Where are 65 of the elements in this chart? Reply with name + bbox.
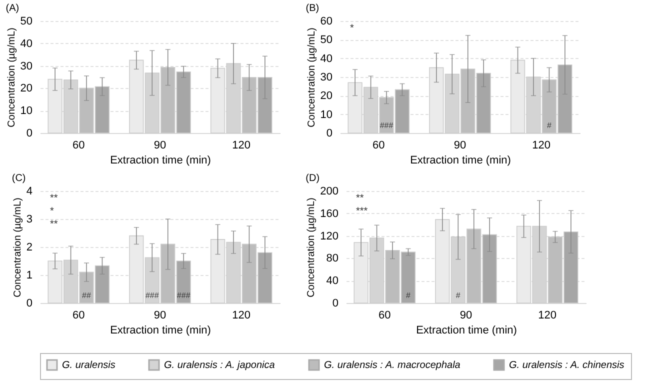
y-tick-label: 50 — [20, 16, 32, 28]
chart-title: (B) — [306, 3, 320, 14]
x-tick-label: 90 — [154, 140, 166, 152]
y-axis-title: Concentration (µg/mL) — [306, 198, 318, 298]
x-tick-label: 120 — [232, 310, 251, 322]
chart-title: (A) — [6, 3, 20, 14]
x-tick-label: 60 — [72, 310, 85, 322]
x-tick-label: 120 — [232, 140, 251, 152]
annotation: * — [50, 206, 54, 217]
annotation: ** — [50, 193, 58, 204]
y-tick-label: 0 — [26, 298, 32, 310]
data-label: # — [406, 291, 412, 300]
x-tick-label: 90 — [460, 310, 472, 322]
y-tick-label: 60 — [320, 16, 332, 28]
x-tick-label: 60 — [378, 310, 391, 322]
y-tick-label: 80 — [326, 252, 338, 265]
y-tick-label: 50 — [320, 34, 332, 46]
y-tick-label: 4 — [26, 186, 32, 198]
annotation: ** — [50, 219, 58, 230]
x-axis-title: Extraction time (min) — [110, 154, 211, 166]
annotation: *** — [356, 206, 368, 217]
x-axis-title: Extraction time (min) — [410, 154, 511, 166]
legend-label: G. uralensis : A. chinensis — [509, 360, 624, 371]
y-tick-label: 40 — [326, 275, 338, 288]
y-tick-label: 2 — [26, 242, 32, 254]
y-tick-label: 120 — [320, 230, 338, 242]
y-tick-label: 0 — [326, 128, 332, 140]
y-axis-title: Concentration (µg/mL) — [12, 198, 24, 298]
annotation: * — [350, 23, 354, 34]
data-label: ## — [82, 291, 92, 300]
annotation: ** — [356, 193, 364, 204]
x-tick-label: 120 — [532, 140, 551, 152]
x-axis-title: Extraction time (min) — [416, 324, 517, 336]
y-tick-label: 0 — [26, 128, 32, 140]
legend-label: G. uralensis : A. japonica — [164, 360, 276, 371]
y-tick-label: 30 — [320, 72, 332, 84]
y-tick-label: 3 — [26, 214, 32, 226]
y-tick-label: 1 — [26, 270, 32, 282]
x-axis-title: Extraction time (min) — [110, 324, 211, 336]
y-tick-label: 10 — [20, 105, 32, 118]
y-tick-label: 0 — [332, 298, 338, 310]
data-label: # — [546, 121, 552, 130]
chart-title: (D) — [306, 173, 320, 184]
data-label: ### — [176, 291, 191, 300]
y-tick-label: 10 — [320, 108, 332, 121]
y-axis-title: Concentration (µg/mL) — [306, 28, 318, 128]
y-tick-label: 200 — [320, 186, 338, 198]
data-label: ### — [145, 291, 160, 300]
y-tick-label: 20 — [20, 82, 32, 95]
x-tick-label: 60 — [372, 140, 385, 152]
y-tick-label: 160 — [320, 208, 338, 220]
y-tick-label: 40 — [20, 38, 32, 50]
x-tick-label: 120 — [538, 310, 557, 322]
x-tick-label: 90 — [154, 310, 166, 322]
data-label: ### — [380, 121, 394, 130]
x-tick-label: 60 — [72, 140, 85, 152]
y-tick-label: 40 — [320, 52, 332, 65]
legend-label: G. uralensis — [62, 360, 116, 371]
chart-title: (C) — [12, 173, 26, 184]
y-axis-title: Concentration (µg/mL) — [6, 28, 18, 128]
x-tick-label: 90 — [454, 140, 466, 152]
y-tick-label: 20 — [320, 90, 332, 102]
legend-label: G. uralensis : A. macrocephala — [324, 360, 461, 371]
data-label: # — [456, 291, 461, 300]
y-tick-label: 30 — [20, 60, 32, 72]
